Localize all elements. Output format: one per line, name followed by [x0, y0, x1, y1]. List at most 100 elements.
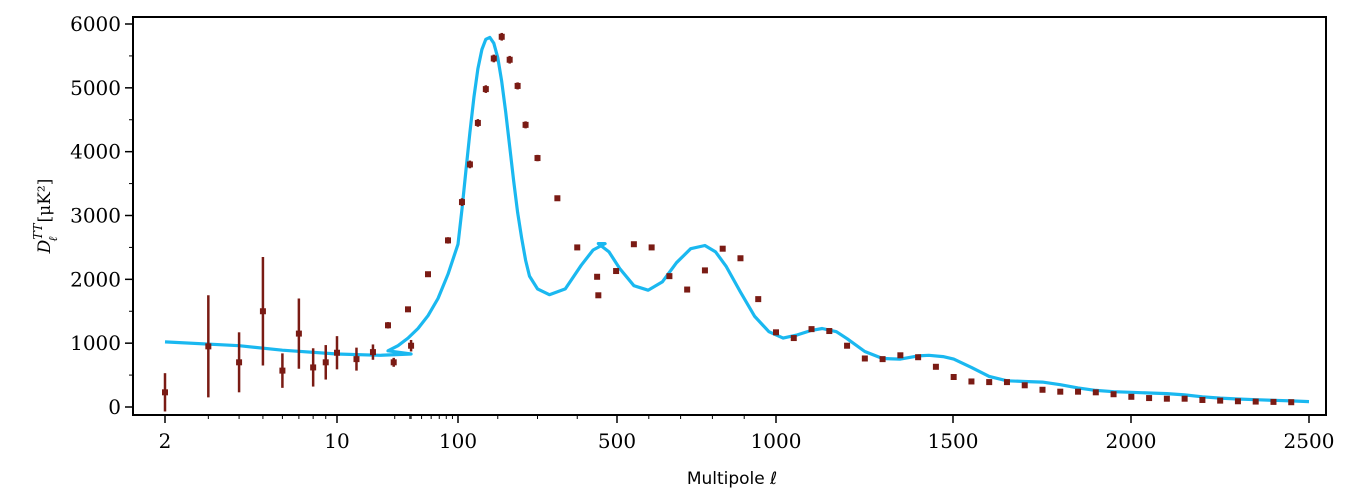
- data-marker: [950, 373, 957, 380]
- y-axis-title: DTTℓ [μK²]: [31, 179, 60, 255]
- data-marker: [1075, 388, 1082, 395]
- data-point: [295, 298, 302, 369]
- model-curve-layer: [164, 35, 1310, 404]
- x-tick-label: 500: [598, 429, 636, 453]
- data-marker: [574, 244, 581, 251]
- data-marker: [1288, 399, 1295, 406]
- data-point: [1270, 398, 1277, 405]
- data-point: [322, 345, 329, 380]
- data-marker: [1252, 398, 1259, 405]
- data-points-layer: [162, 32, 1295, 412]
- data-point: [1021, 382, 1028, 389]
- data-point: [1181, 395, 1188, 402]
- data-point: [498, 32, 505, 41]
- data-marker: [1110, 391, 1117, 398]
- data-marker: [915, 354, 922, 361]
- data-point: [574, 244, 581, 251]
- data-marker: [295, 330, 302, 337]
- data-marker: [755, 296, 762, 303]
- data-marker: [490, 55, 497, 62]
- data-marker: [1199, 396, 1206, 403]
- data-marker: [1163, 395, 1170, 402]
- y-tick-label: 3000: [70, 204, 121, 228]
- data-marker: [506, 56, 513, 63]
- data-point: [310, 348, 317, 387]
- data-marker: [595, 292, 602, 299]
- data-point: [613, 268, 620, 275]
- data-marker: [554, 195, 561, 202]
- data-point: [1163, 395, 1170, 402]
- data-point: [369, 344, 376, 360]
- data-point: [1039, 386, 1046, 393]
- y-tick-label: 2000: [70, 267, 121, 291]
- data-marker: [279, 367, 286, 374]
- data-point: [1234, 398, 1241, 405]
- data-point: [425, 271, 431, 278]
- svg-text:DTTℓ[μK²]: DTTℓ [μK²]: [31, 179, 60, 255]
- data-marker: [808, 326, 815, 333]
- data-point: [595, 292, 602, 299]
- data-marker: [1003, 379, 1010, 386]
- data-marker: [790, 335, 797, 342]
- data-point: [353, 347, 360, 371]
- data-point: [915, 354, 922, 361]
- data-point: [666, 273, 673, 280]
- data-point: [808, 326, 815, 333]
- data-marker: [701, 267, 708, 274]
- x-tick-label: 100: [439, 429, 477, 453]
- data-marker: [684, 286, 691, 293]
- data-marker: [322, 359, 329, 366]
- data-point: [826, 328, 833, 335]
- data-point: [1075, 388, 1082, 395]
- y-axis-title-unit: [μK²]: [35, 179, 55, 223]
- data-point: [390, 357, 397, 367]
- data-marker: [390, 359, 397, 366]
- data-marker: [1021, 382, 1028, 389]
- data-point: [684, 286, 691, 293]
- model-curve: [164, 35, 1310, 404]
- data-marker: [236, 359, 243, 366]
- data-point: [506, 55, 513, 64]
- data-point: [594, 273, 601, 280]
- data-point: [458, 198, 465, 206]
- data-marker: [1234, 398, 1241, 405]
- data-marker: [408, 342, 415, 349]
- data-point: [162, 373, 168, 412]
- y-tick-label: 4000: [70, 140, 121, 164]
- data-marker: [514, 82, 521, 89]
- data-marker: [162, 389, 168, 396]
- data-marker: [594, 273, 601, 280]
- data-point: [897, 352, 904, 359]
- data-marker: [613, 268, 620, 275]
- data-marker: [385, 322, 391, 329]
- data-point: [737, 255, 744, 262]
- data-marker: [719, 245, 726, 252]
- data-point: [474, 119, 481, 127]
- data-point: [534, 154, 541, 162]
- data-point: [648, 244, 655, 251]
- data-point: [1146, 395, 1153, 402]
- y-tick-label: 6000: [70, 12, 121, 36]
- data-point: [1252, 398, 1259, 405]
- x-tick-label: 10: [324, 429, 349, 453]
- data-marker: [445, 237, 451, 244]
- data-marker: [1128, 393, 1135, 400]
- data-marker: [1146, 395, 1153, 402]
- y-axis-title-symbol: D: [35, 239, 55, 254]
- data-marker: [648, 244, 655, 251]
- data-marker: [466, 161, 473, 168]
- data-point: [1057, 388, 1064, 395]
- data-marker: [897, 352, 904, 359]
- data-marker: [844, 342, 851, 349]
- x-tick-label: 1000: [751, 429, 802, 453]
- y-axis-title-superscript: TT: [31, 222, 45, 239]
- y-tick-label: 0: [108, 395, 121, 419]
- data-point: [630, 241, 637, 248]
- data-point: [1110, 391, 1117, 398]
- data-point: [1199, 396, 1206, 403]
- data-marker: [1039, 386, 1046, 393]
- data-point: [790, 335, 797, 342]
- x-tick-label: 2500: [1284, 429, 1335, 453]
- data-point: [1003, 379, 1010, 386]
